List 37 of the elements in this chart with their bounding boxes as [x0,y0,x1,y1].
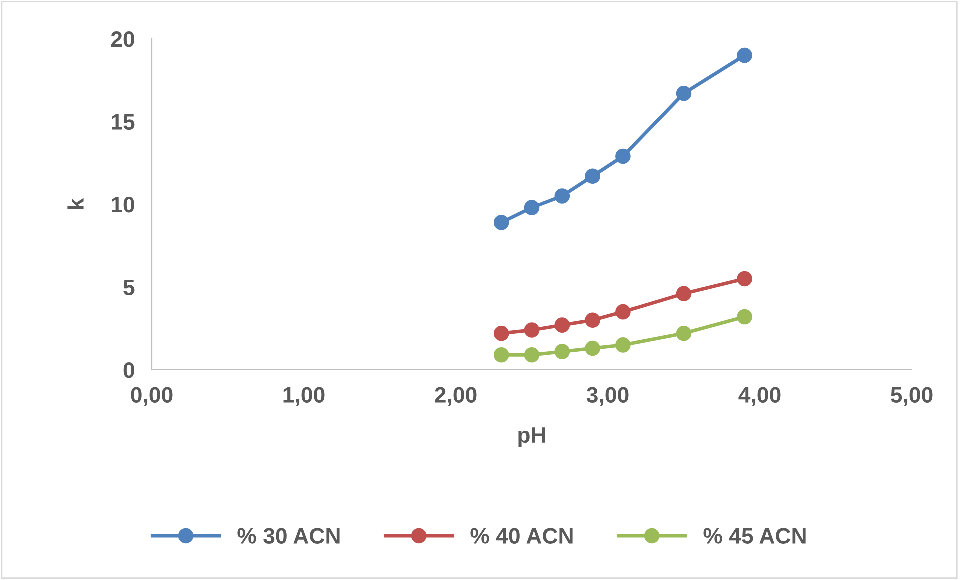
point [737,48,752,64]
legend-label: % 30 ACN [238,528,340,544]
x-axis-title: pH [518,428,546,448]
point [676,286,692,302]
point [585,312,600,328]
point [494,326,510,342]
y-tick-label: 20 [111,32,134,48]
point [554,188,570,204]
x-tick-label: 3,00 [586,387,629,406]
legend-label: % 45 ACN [704,528,806,544]
x-tick-label: 2,00 [435,387,477,406]
point [585,340,600,356]
point [554,344,570,360]
point [676,86,692,102]
point [737,309,752,325]
legend-label: % 40 ACN [470,528,573,544]
point [524,322,540,338]
point [676,326,692,342]
point [616,304,631,320]
y-tick-label: 5 [124,280,135,296]
point [585,168,600,184]
point [616,338,631,353]
point [616,148,631,164]
x-tick-label: 0,00 [131,387,173,406]
point [494,215,510,230]
y-axis-title: k [68,198,84,210]
point [554,318,570,333]
x-tick-label: 5,00 [891,387,933,406]
point [524,347,540,363]
x-tick-label: 4,00 [738,387,781,406]
y-tick-label: 10 [112,197,134,213]
point [494,347,510,363]
y-tick-label: 0 [124,362,134,378]
x-tick-label: 1,00 [284,387,325,406]
point [524,200,540,216]
y-tick-label: 15 [112,114,135,130]
point [737,271,752,287]
